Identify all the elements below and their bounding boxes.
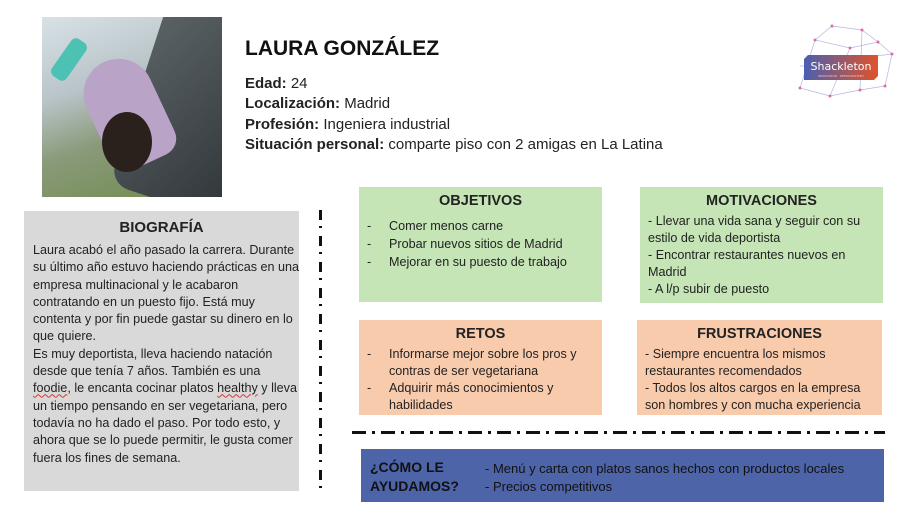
biography-panel: BIOGRAFÍA Laura acabó el año pasado la c… <box>24 211 299 491</box>
objectives-panel: OBJETIVOS Comer menos carne Probar nuevo… <box>359 187 602 302</box>
profession-value: Ingeniera industrial <box>323 116 451 133</box>
vertical-divider <box>319 210 322 492</box>
biography-text-1: Laura acabó el año pasado la carrera. Du… <box>33 243 300 344</box>
frustrations-panel: FRUSTRACIONES - Siempre encuentra los mi… <box>637 320 882 415</box>
how-we-help-title: ¿CÓMO LE AYUDAMOS? <box>370 459 459 494</box>
age-value: 24 <box>290 75 308 92</box>
biography-title: BIOGRAFÍA <box>119 219 204 236</box>
objective-item: Comer menos carne <box>359 217 602 235</box>
persona-name: LAURA GONZÁLEZ <box>245 37 440 60</box>
location-label: Localización: <box>245 95 341 112</box>
persona-photo <box>42 17 222 197</box>
challenges-panel: RETOS Informarse mejor sobre los pros y … <box>359 320 602 415</box>
location-row: Localización: Madrid <box>245 95 390 112</box>
svg-text:INNOVATION · DEMOCRATIZED: INNOVATION · DEMOCRATIZED <box>818 74 864 78</box>
biography-text-2: Es muy deportista, lleva haciendo nataci… <box>33 346 297 465</box>
profession-row: Profesión: Ingeniera industrial <box>245 116 450 133</box>
objective-item: Mejorar en su puesto de trabajo <box>359 253 602 271</box>
help-item: - Precios competitivos <box>485 479 613 494</box>
location-value: Madrid <box>344 95 391 112</box>
svg-text:Shackleton: Shackleton <box>811 60 872 73</box>
profession-label: Profesión: <box>245 116 320 133</box>
motivations-panel: MOTIVACIONES - Llevar una vida sana y se… <box>640 187 883 303</box>
challenges-title: RETOS <box>455 326 506 342</box>
situation-row: Situación personal: comparte piso con 2 … <box>245 136 663 153</box>
motivation-item: - Encontrar restaurantes nuevos en Madri… <box>648 248 846 279</box>
motivations-title: MOTIVACIONES <box>706 193 817 209</box>
help-item: - Menú y carta con platos sanos hechos c… <box>485 461 845 476</box>
shackleton-logo: Shackleton INNOVATION · DEMOCRATIZED <box>798 24 894 98</box>
objectives-title: OBJETIVOS <box>439 193 522 209</box>
age-row: Edad: 24 <box>245 75 308 92</box>
how-we-help-panel: ¿CÓMO LE AYUDAMOS? - Menú y carta con pl… <box>361 449 884 502</box>
age-label: Edad: <box>245 75 287 92</box>
motivation-item: - Llevar una vida sana y seguir con su e… <box>648 214 861 245</box>
frustration-item: - Todos los altos cargos en la empresa s… <box>645 381 861 412</box>
frustrations-title: FRUSTRACIONES <box>697 326 822 342</box>
situation-label: Situación personal: <box>245 136 385 153</box>
horizontal-divider <box>352 431 885 434</box>
motivation-item: - A l/p subir de puesto <box>648 282 770 296</box>
situation-value: comparte piso con 2 amigas en La Latina <box>388 136 663 153</box>
challenge-item: Informarse mejor sobre los pros y contra… <box>359 346 602 380</box>
challenge-item: Adquirir más conocimientos y habilidades <box>359 380 602 414</box>
objective-item: Probar nuevos sitios de Madrid <box>359 235 602 253</box>
frustration-item: - Siempre encuentra los mismos restauran… <box>645 347 826 378</box>
